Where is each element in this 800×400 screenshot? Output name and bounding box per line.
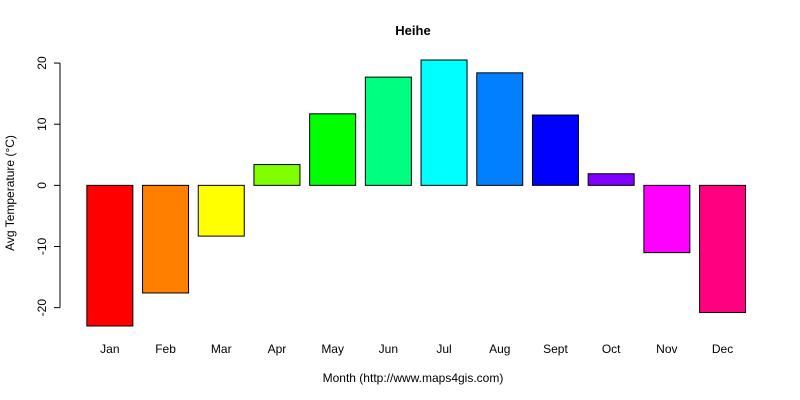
x-tick-label: Apr bbox=[268, 342, 287, 356]
bar-mar bbox=[197, 184, 245, 237]
x-tick-label: May bbox=[321, 342, 344, 356]
x-tick-label: Oct bbox=[602, 342, 621, 356]
x-tick-label: Nov bbox=[656, 342, 677, 356]
y-axis: -20 -10 0 10 20 bbox=[35, 56, 61, 317]
y-tick-label: 10 bbox=[35, 117, 49, 131]
bar-jul bbox=[420, 59, 468, 186]
x-tick-label: Jul bbox=[436, 342, 451, 356]
bar-may bbox=[309, 113, 357, 186]
x-tick-label: Sept bbox=[543, 342, 568, 356]
bar-jun bbox=[364, 76, 412, 186]
bar-feb bbox=[142, 184, 190, 294]
x-axis-label: Month (http://www.maps4gis.com) bbox=[323, 371, 504, 385]
bar-oct bbox=[587, 173, 635, 186]
bar-dec bbox=[699, 184, 747, 314]
x-tick-label: Feb bbox=[155, 342, 176, 356]
bar-sept bbox=[531, 114, 579, 186]
x-tick-label: Dec bbox=[712, 342, 733, 356]
bar-nov bbox=[643, 184, 691, 254]
bar-jan bbox=[86, 184, 134, 327]
x-tick-label: Aug bbox=[489, 342, 510, 356]
y-tick-label: 0 bbox=[35, 182, 49, 189]
x-tick-label: Jan bbox=[100, 342, 119, 356]
x-tick-label: Mar bbox=[211, 342, 232, 356]
x-axis-tick-labels: Jan Feb Mar Apr May Jun Jul Aug Sept Oct Nov Dec bbox=[100, 342, 733, 356]
bars-group bbox=[86, 59, 747, 327]
y-tick-label: -20 bbox=[35, 299, 49, 317]
y-axis-label: Avg Temperature (°C) bbox=[3, 135, 17, 251]
x-tick-label: Jun bbox=[379, 342, 398, 356]
y-tick-label: 20 bbox=[35, 56, 49, 70]
bar-apr bbox=[253, 164, 301, 186]
y-tick-label: -10 bbox=[35, 238, 49, 256]
bar-aug bbox=[476, 72, 524, 186]
chart-title: Heihe bbox=[395, 23, 430, 38]
